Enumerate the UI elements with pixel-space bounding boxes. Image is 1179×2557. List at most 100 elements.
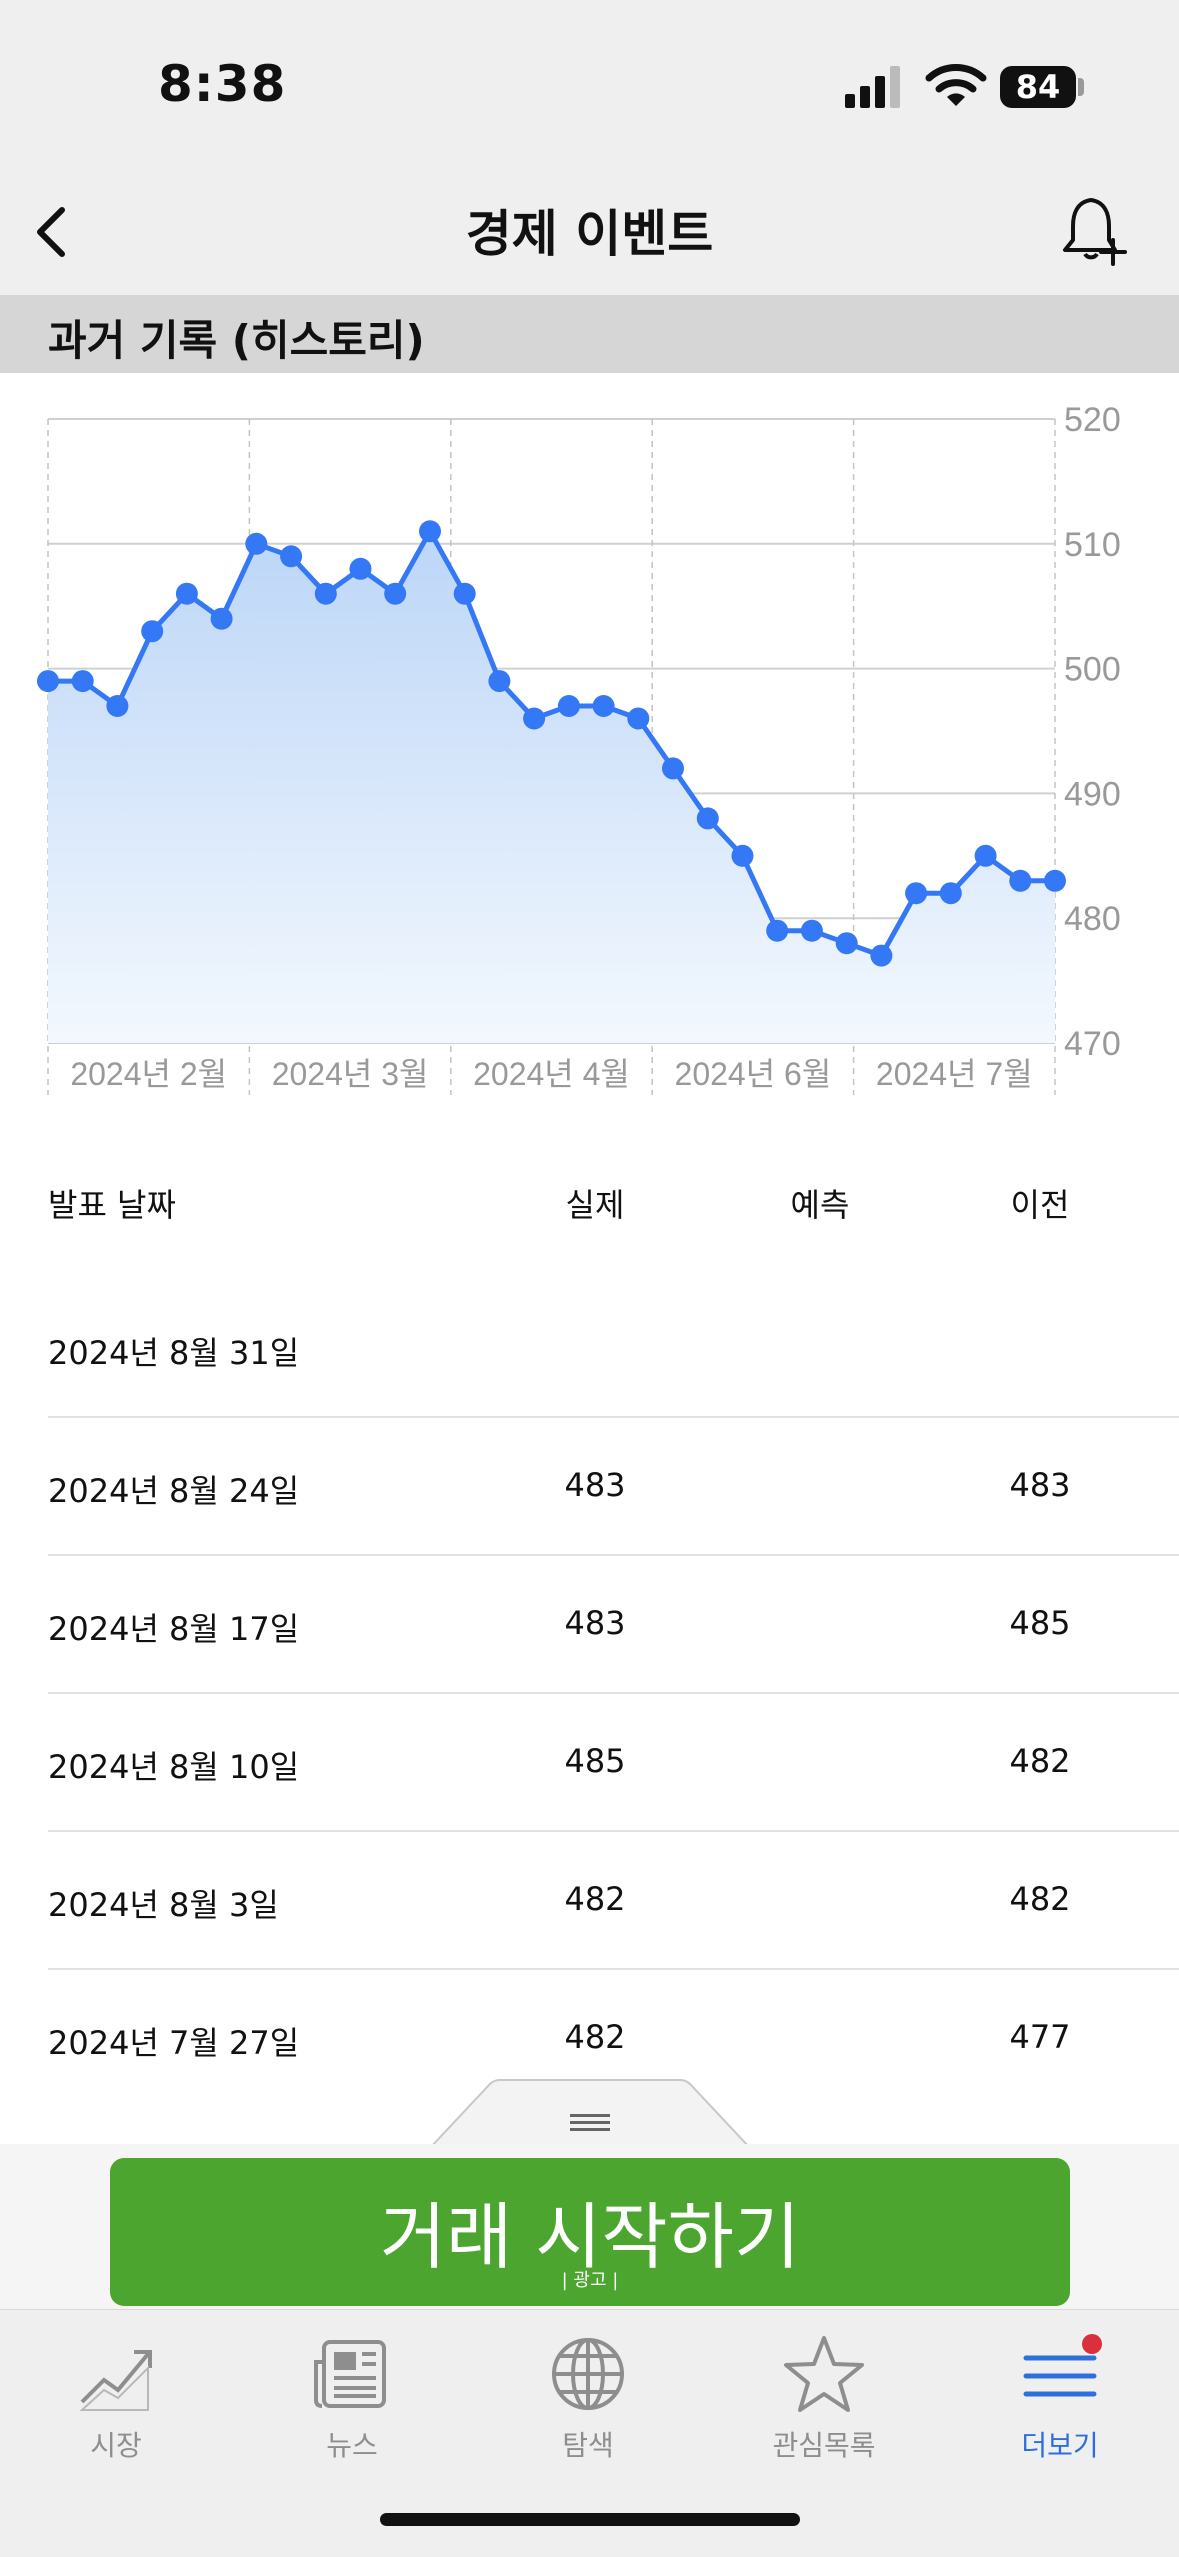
header-previous: 이전: [1010, 1186, 1070, 1224]
row-previous: 483: [1009, 1466, 1071, 1504]
back-arrow-icon[interactable]: [20, 192, 90, 272]
tab-explore[interactable]: 탐색: [488, 2322, 688, 2482]
x-tick-label: 2024년 2월: [70, 1056, 227, 1092]
tab-more[interactable]: 더보기: [960, 2322, 1160, 2482]
data-point: [349, 557, 372, 580]
y-tick-label: 500: [1064, 651, 1121, 689]
table-row: 2024년 7월 27일 482 477: [0, 1970, 1179, 2108]
data-point: [141, 620, 164, 643]
data-point: [384, 582, 407, 605]
status-time: 8:38: [158, 55, 287, 113]
x-tick-label: 2024년 7월: [876, 1056, 1033, 1092]
row-date: 2024년 8월 24일: [48, 1472, 300, 1510]
y-tick-label: 490: [1064, 775, 1121, 813]
x-tick-label: 2024년 4월: [473, 1056, 630, 1092]
row-divider: [48, 1554, 1179, 1556]
table-row: 2024년 8월 3일 482 482: [0, 1832, 1179, 1970]
header-date: 발표 날짜: [48, 1186, 176, 1224]
data-point: [905, 882, 928, 905]
wifi-icon: [925, 64, 987, 106]
row-date: 2024년 8월 3일: [48, 1886, 279, 1924]
tab-label: 관심목록: [772, 2429, 876, 2462]
chart-trend-icon: [79, 2350, 152, 2411]
row-previous: 482: [1009, 1742, 1071, 1780]
data-point: [939, 882, 962, 905]
row-previous: 477: [1009, 2018, 1071, 2056]
y-tick-label: 510: [1064, 526, 1121, 564]
section-title: 과거 기록 (히스토리): [48, 316, 425, 365]
tab-label: 더보기: [1021, 2429, 1099, 2462]
y-tick-label: 470: [1064, 1025, 1121, 1063]
bell-plus-icon[interactable]: [1055, 190, 1135, 270]
row-actual: 483: [564, 1466, 626, 1504]
data-point: [870, 944, 893, 967]
data-point: [627, 707, 650, 730]
data-point: [557, 695, 580, 717]
battery-level: 84: [1000, 66, 1076, 108]
table-row: 2024년 8월 17일 483 485: [0, 1556, 1179, 1694]
row-actual: 482: [564, 2018, 626, 2056]
tab-watchlist[interactable]: 관심목록: [724, 2322, 924, 2482]
data-point: [419, 520, 441, 543]
data-point: [37, 670, 59, 693]
data-point: [71, 670, 94, 693]
data-point: [453, 582, 476, 605]
drawer-handle[interactable]: [430, 2078, 750, 2148]
row-actual: 482: [564, 1880, 626, 1918]
data-point: [245, 532, 268, 555]
row-divider: [48, 1830, 1179, 1832]
row-divider: [48, 1968, 1179, 1970]
tab-news[interactable]: 뉴스: [252, 2322, 452, 2482]
tab-label: 탐색: [562, 2429, 614, 2462]
history-section-header: 과거 기록 (히스토리): [0, 295, 1179, 373]
row-divider: [48, 1416, 1179, 1418]
history-chart: 520 510 500 490 480 470 2024년 2월 2024년 3월 2024년…: [37, 401, 1121, 1095]
data-point: [662, 757, 684, 780]
data-point: [175, 582, 198, 605]
row-date: 2024년 8월 31일: [48, 1334, 300, 1372]
data-point: [592, 695, 615, 717]
data-point: [800, 919, 823, 942]
x-tick-label: 2024년 6월: [675, 1056, 832, 1092]
header-actual: 실제: [565, 1186, 625, 1224]
data-point: [280, 545, 303, 568]
page-title: 경제 이벤트: [465, 205, 714, 263]
data-point: [1044, 869, 1066, 892]
star-icon: [784, 2336, 864, 2412]
battery-tip: [1078, 78, 1084, 96]
home-indicator: [380, 2513, 800, 2526]
data-point: [974, 844, 997, 867]
nav-header: 경제 이벤트: [0, 170, 1179, 295]
table-row: 2024년 8월 31일: [0, 1280, 1179, 1418]
data-point: [1009, 869, 1032, 892]
data-point: [766, 919, 789, 942]
data-point: [696, 807, 719, 830]
data-point: [523, 707, 546, 730]
row-date: 2024년 7월 27일: [48, 2024, 300, 2062]
row-date: 2024년 8월 17일: [48, 1610, 300, 1648]
tab-label: 시장: [90, 2429, 142, 2462]
data-point: [106, 695, 129, 717]
table-row: 2024년 8월 24일 483 483: [0, 1418, 1179, 1556]
cellular-signal-icon: [845, 66, 900, 108]
ad-label: | 광고 |: [561, 2270, 619, 2291]
banner-text: 거래 시작하기: [379, 2195, 801, 2279]
table-header: 발표 날짜 실제 예측 이전: [0, 1180, 1179, 1240]
row-actual: 483: [564, 1604, 626, 1642]
row-actual: 485: [564, 1742, 626, 1780]
data-point: [488, 670, 511, 693]
y-tick-label: 480: [1064, 900, 1121, 938]
data-point: [835, 932, 858, 955]
start-trading-banner[interactable]: 거래 시작하기 | 광고 |: [110, 2158, 1070, 2306]
data-point: [314, 582, 337, 605]
row-previous: 485: [1009, 1604, 1071, 1642]
data-point: [731, 844, 754, 867]
row-date: 2024년 8월 10일: [48, 1748, 300, 1786]
tab-market[interactable]: 시장: [16, 2322, 216, 2482]
header-forecast: 예측: [790, 1186, 850, 1224]
data-point: [210, 607, 233, 630]
menu-icon: [1023, 2334, 1102, 2397]
notification-badge: [1082, 2334, 1102, 2354]
globe-icon: [552, 2338, 624, 2410]
row-divider: [48, 1692, 1179, 1694]
